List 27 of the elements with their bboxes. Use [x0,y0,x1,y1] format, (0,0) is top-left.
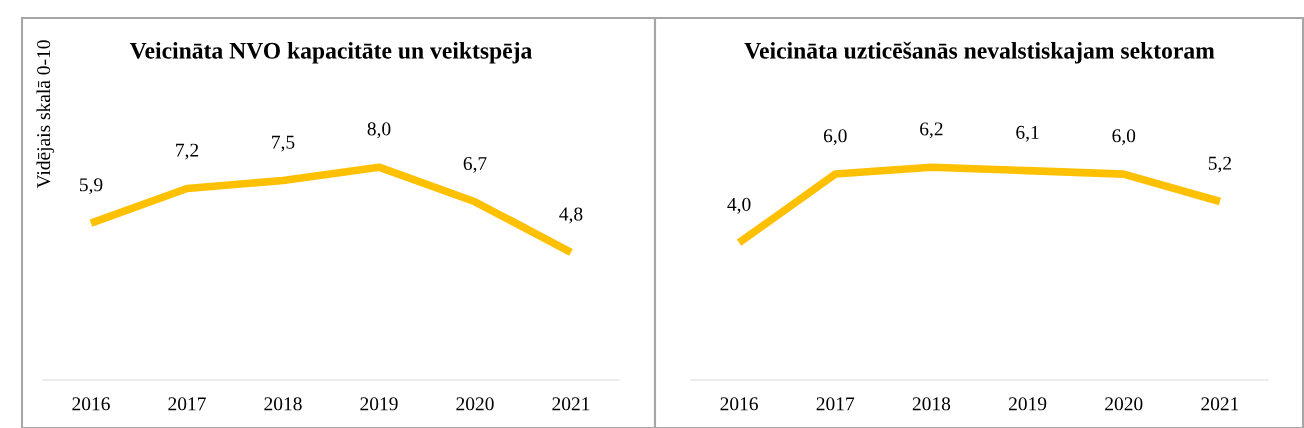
y-axis-title: Vidējais skalā 0-10 [36,40,55,189]
data-label: 8,0 [367,122,391,139]
data-label: 7,2 [176,143,199,160]
chart-title: Veicināta uzticēšanās nevalstiskajam sektoram [744,41,1215,64]
data-label: 6,7 [463,156,487,173]
x-tick-label: 2016 [72,397,110,411]
x-tick-label: 2021 [552,397,590,411]
x-tick-label: 2020 [456,397,494,411]
x-tick-label: 2016 [720,397,758,411]
data-label: 6,1 [1016,125,1039,142]
x-tick-label: 2017 [168,397,206,411]
chart-title: Veicināta NVO kapacitāte un veiktspēja [129,42,532,64]
data-label: 6,0 [1112,129,1136,146]
data-label: 5,2 [1208,156,1231,173]
x-tick-label: 2018 [912,397,951,411]
x-tick-label: 2018 [264,397,302,411]
x-tick-label: 2019 [1008,397,1047,411]
data-label: 4,8 [559,207,583,224]
x-tick-label: 2021 [1201,397,1239,411]
data-label: 6,0 [823,129,847,146]
data-label: 7,5 [272,135,295,152]
data-label: 4,0 [727,197,751,214]
data-label: 6,2 [920,122,943,139]
x-tick-label: 2017 [816,397,855,411]
x-tick-label: 2020 [1105,397,1143,411]
x-tick-label: 2019 [360,397,398,411]
data-label: 5,9 [79,178,103,195]
